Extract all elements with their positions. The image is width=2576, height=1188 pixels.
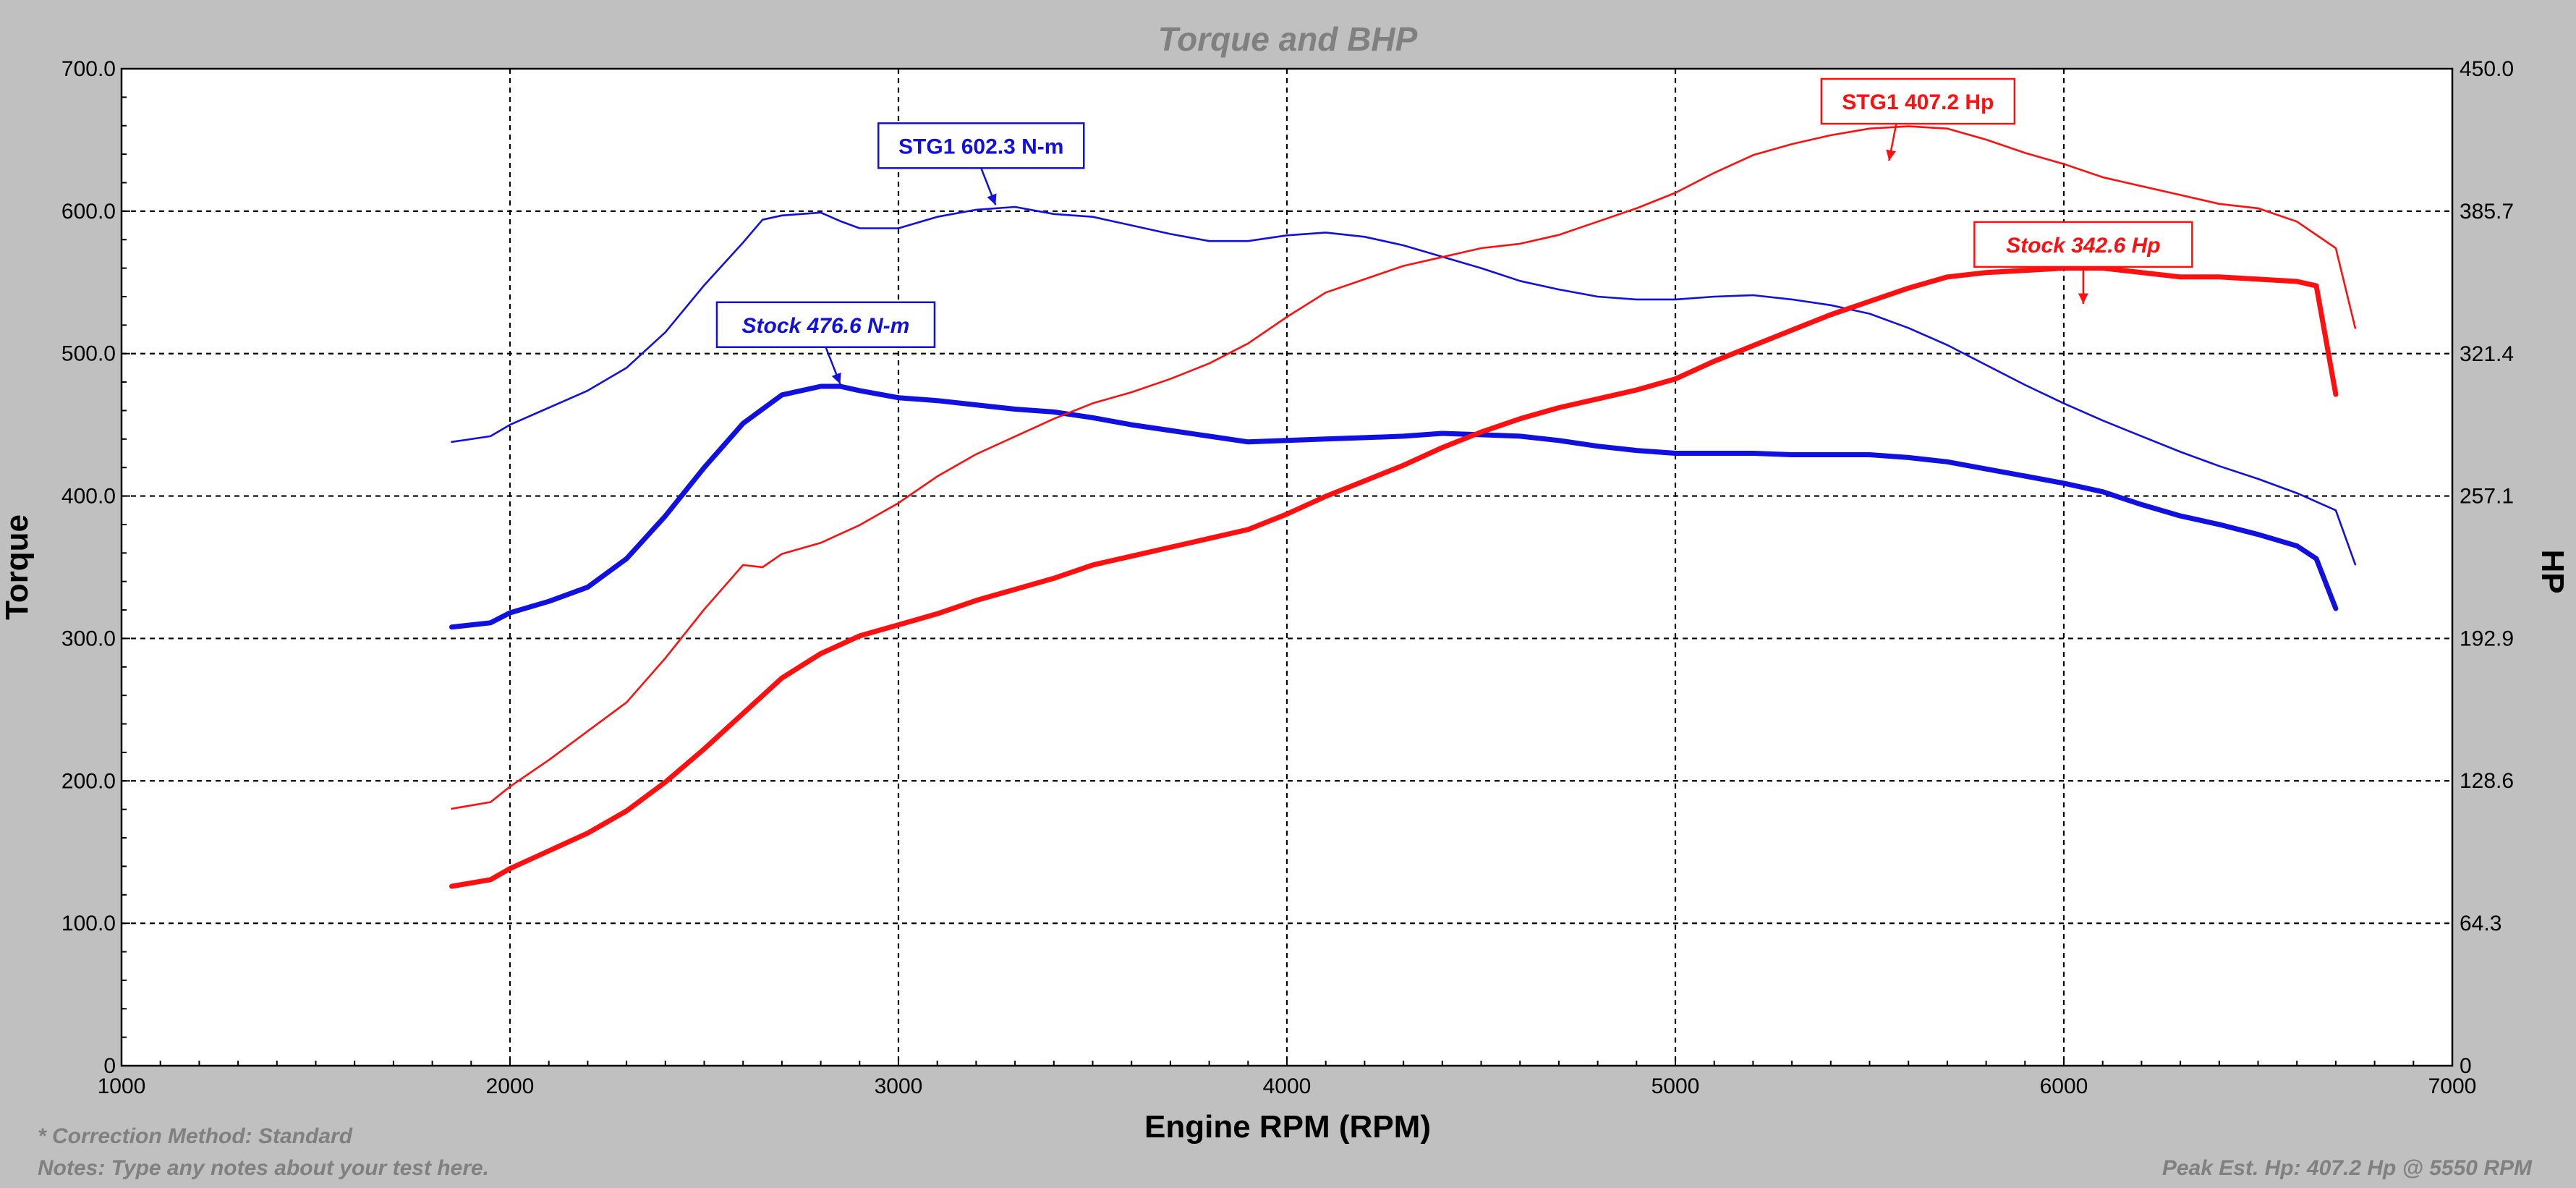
y-tick-label: 700.0 xyxy=(61,57,116,81)
y2-tick-label: 385.7 xyxy=(2460,200,2514,224)
y2-tick-label: 0 xyxy=(2460,1054,2472,1078)
annotation-label: Stock 476.6 N-m xyxy=(742,314,910,338)
y2-axis-title: HP xyxy=(2535,549,2570,593)
chart-title: Torque and BHP xyxy=(1158,20,1418,58)
y2-tick-label: 192.9 xyxy=(2460,627,2514,650)
annotation-box xyxy=(1973,221,2193,268)
annotation-callout: Stock 342.6 Hp xyxy=(1973,221,2193,304)
annotations: STG1 602.3 N-m Stock 476.6 N-m STG1 407.2 … xyxy=(715,77,2193,385)
y-tick-label: 500.0 xyxy=(61,342,116,366)
x-tick-label: 3000 xyxy=(875,1074,923,1098)
x-tick-label: 5000 xyxy=(1652,1074,1700,1098)
grid-lines xyxy=(121,68,2453,1066)
y2-tick-label: 450.0 xyxy=(2460,57,2514,81)
y-tick-label: 200.0 xyxy=(61,769,116,793)
annotation-arrowhead xyxy=(1886,149,1896,161)
x-tick-label: 1000 xyxy=(98,1074,146,1098)
x-tick-label: 4000 xyxy=(1263,1074,1312,1098)
annotation-callout: STG1 407.2 Hp xyxy=(1820,77,2016,161)
annotation-callout: Stock 476.6 N-m xyxy=(715,301,936,385)
y-tick-label: 600.0 xyxy=(61,200,116,224)
y-tick-label: 400.0 xyxy=(61,485,116,509)
y2-tick-label: 257.1 xyxy=(2460,485,2514,509)
x-tick-label: 7000 xyxy=(2428,1074,2477,1098)
tick-labels: 1000 2000 3000 4000 5000 6000 70000100.0200.03… xyxy=(61,57,2514,1098)
y2-tick-label: 64.3 xyxy=(2460,912,2501,935)
annotation-arrowhead xyxy=(2078,293,2088,304)
stg1-hp-line xyxy=(451,125,2357,810)
y2-tick-label: 321.4 xyxy=(2460,342,2514,366)
annotation-callout: STG1 602.3 N-m xyxy=(877,122,1085,205)
y-axis-title: Torque xyxy=(0,514,35,620)
peak-hp-summary: Peak Est. Hp: 407.2 Hp @ 5550 RPM xyxy=(2162,1156,2533,1180)
annotation-arrowhead xyxy=(987,193,997,205)
annotation-box xyxy=(715,301,936,349)
x-tick-label: 2000 xyxy=(486,1074,535,1098)
annotation-arrowhead xyxy=(831,372,841,384)
x-axis-title: Engine RPM (RPM) xyxy=(1144,1109,1431,1145)
annotation-label: STG1 407.2 Hp xyxy=(1842,90,1994,114)
x-tick-label: 6000 xyxy=(2040,1074,2088,1098)
y-tick-label: 0 xyxy=(103,1054,116,1078)
correction-method-note: * Correction Method: Standard xyxy=(38,1124,353,1148)
series-lines xyxy=(449,125,2357,889)
annotation-box xyxy=(877,122,1085,169)
stg1-torque-line xyxy=(451,205,2357,566)
y-tick-label: 100.0 xyxy=(61,912,116,935)
annotation-label: Stock 342.6 Hp xyxy=(2006,234,2160,258)
y2-tick-label: 128.6 xyxy=(2460,769,2514,793)
test-notes: Notes: Type any notes about your test he… xyxy=(38,1156,489,1180)
annotation-box xyxy=(1820,77,2016,125)
y-tick-label: 300.0 xyxy=(61,627,116,650)
annotation-label: STG1 602.3 N-m xyxy=(898,135,1063,158)
stock-hp-line xyxy=(449,266,2339,889)
stock-torque-line xyxy=(449,383,2339,630)
